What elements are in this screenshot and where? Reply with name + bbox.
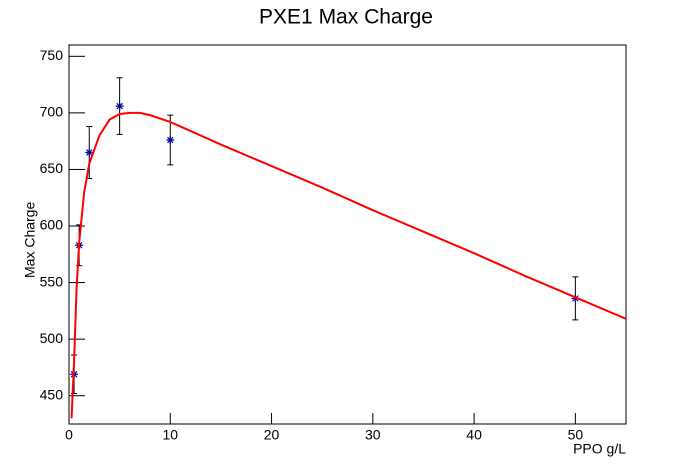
y-tick-label: 700 bbox=[40, 104, 64, 120]
y-tick-label: 650 bbox=[40, 160, 64, 176]
data-point bbox=[571, 294, 580, 303]
plot-frame bbox=[68, 44, 627, 425]
y-tick-label: 750 bbox=[40, 47, 64, 63]
y-axis-label: Max Charge bbox=[22, 202, 38, 278]
y-tick-label: 450 bbox=[40, 386, 64, 402]
data-point bbox=[85, 148, 94, 157]
x-tick-label: 10 bbox=[162, 427, 178, 443]
chart-title: PXE1 Max Charge bbox=[259, 6, 433, 29]
x-tick-label: 30 bbox=[365, 427, 381, 443]
y-tick-label: 600 bbox=[40, 217, 64, 233]
x-axis-label: PPO g/L bbox=[573, 441, 626, 457]
x-tick-label: 40 bbox=[466, 427, 482, 443]
data-point bbox=[115, 102, 124, 111]
data-point bbox=[166, 136, 175, 145]
x-tick-label: 20 bbox=[264, 427, 280, 443]
x-tick-label: 0 bbox=[65, 427, 73, 443]
fit-line bbox=[70, 111, 626, 419]
y-tick-label: 550 bbox=[40, 273, 64, 289]
y-tick-label: 500 bbox=[40, 330, 64, 346]
x-tick-label: 50 bbox=[568, 427, 584, 443]
